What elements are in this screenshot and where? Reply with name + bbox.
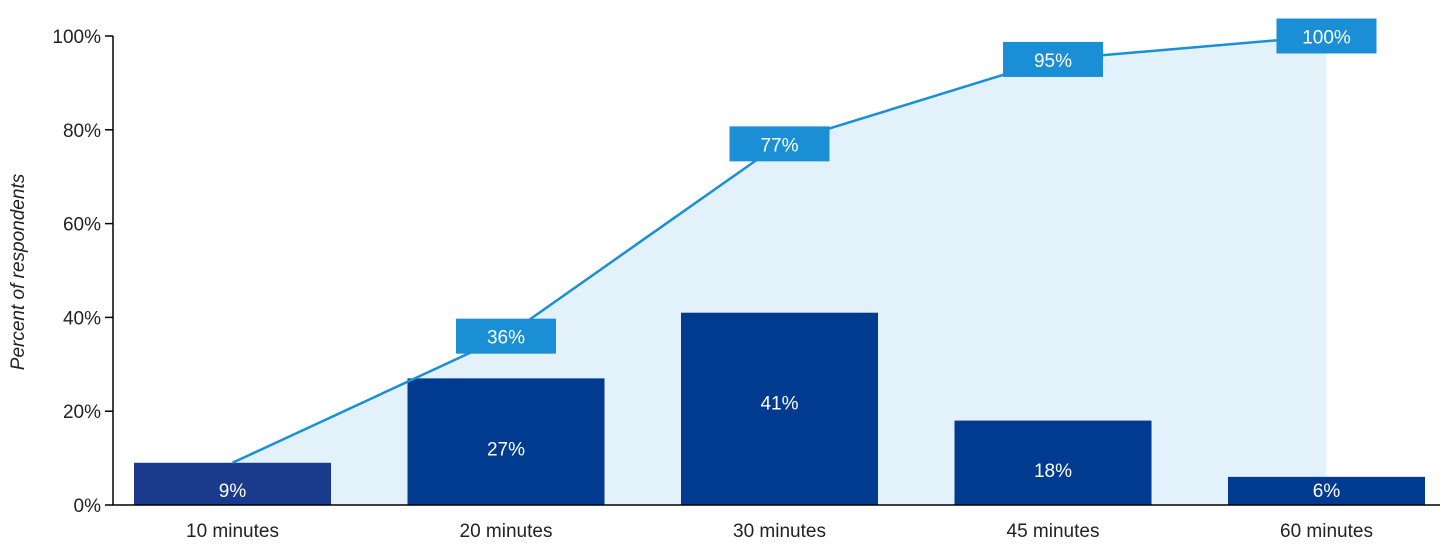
cumulative-label-1: 36% bbox=[487, 328, 525, 349]
y-tick-label-3: 60% bbox=[63, 215, 101, 236]
bar-value-label-0: 9% bbox=[219, 481, 247, 502]
y-tick-label-1: 20% bbox=[63, 402, 101, 423]
cumulative-label-box-2 bbox=[729, 126, 830, 162]
y-tick-label-0: 0% bbox=[74, 496, 102, 517]
bar-value-label-1: 27% bbox=[487, 440, 525, 461]
y-tick-label-4: 80% bbox=[63, 121, 101, 142]
bar-layer bbox=[134, 312, 1425, 505]
x-category-label-4: 60 minutes bbox=[1280, 521, 1373, 542]
x-category-label-0: 10 minutes bbox=[186, 521, 279, 542]
cumulative-label-3: 95% bbox=[1034, 51, 1072, 72]
bar-3 bbox=[954, 420, 1152, 505]
cumulative-label-box-3 bbox=[1003, 41, 1103, 77]
x-category-label-1: 20 minutes bbox=[460, 521, 553, 542]
x-category-label-2: 30 minutes bbox=[733, 521, 826, 542]
bar-value-label-3: 18% bbox=[1034, 461, 1072, 482]
cumulative-label-box-1 bbox=[456, 318, 556, 354]
bar-value-label-4: 6% bbox=[1313, 481, 1341, 502]
bar-4 bbox=[1228, 476, 1425, 505]
y-tick-label-5: 100% bbox=[52, 27, 101, 48]
label-layer: 9% 27% 41% 18% 6% 36% 77% 95% 100% bbox=[219, 18, 1377, 502]
cumulative-label-2: 77% bbox=[760, 135, 798, 156]
axis-layer: 0% 20% 40% 60% 80% 100% 10 minutes 20 minutes 30… bbox=[52, 27, 1440, 542]
x-category-label-3: 45 minutes bbox=[1007, 521, 1100, 542]
bar-1 bbox=[407, 378, 605, 505]
y-axis-title: Percent of respondents bbox=[8, 173, 29, 370]
bar-2 bbox=[681, 312, 878, 505]
y-tick-label-2: 40% bbox=[63, 308, 101, 329]
bar-value-label-2: 41% bbox=[760, 394, 798, 415]
cumulative-label-4: 100% bbox=[1302, 28, 1351, 49]
bar-0 bbox=[134, 462, 331, 505]
cumulative-label-box-4 bbox=[1276, 18, 1377, 54]
